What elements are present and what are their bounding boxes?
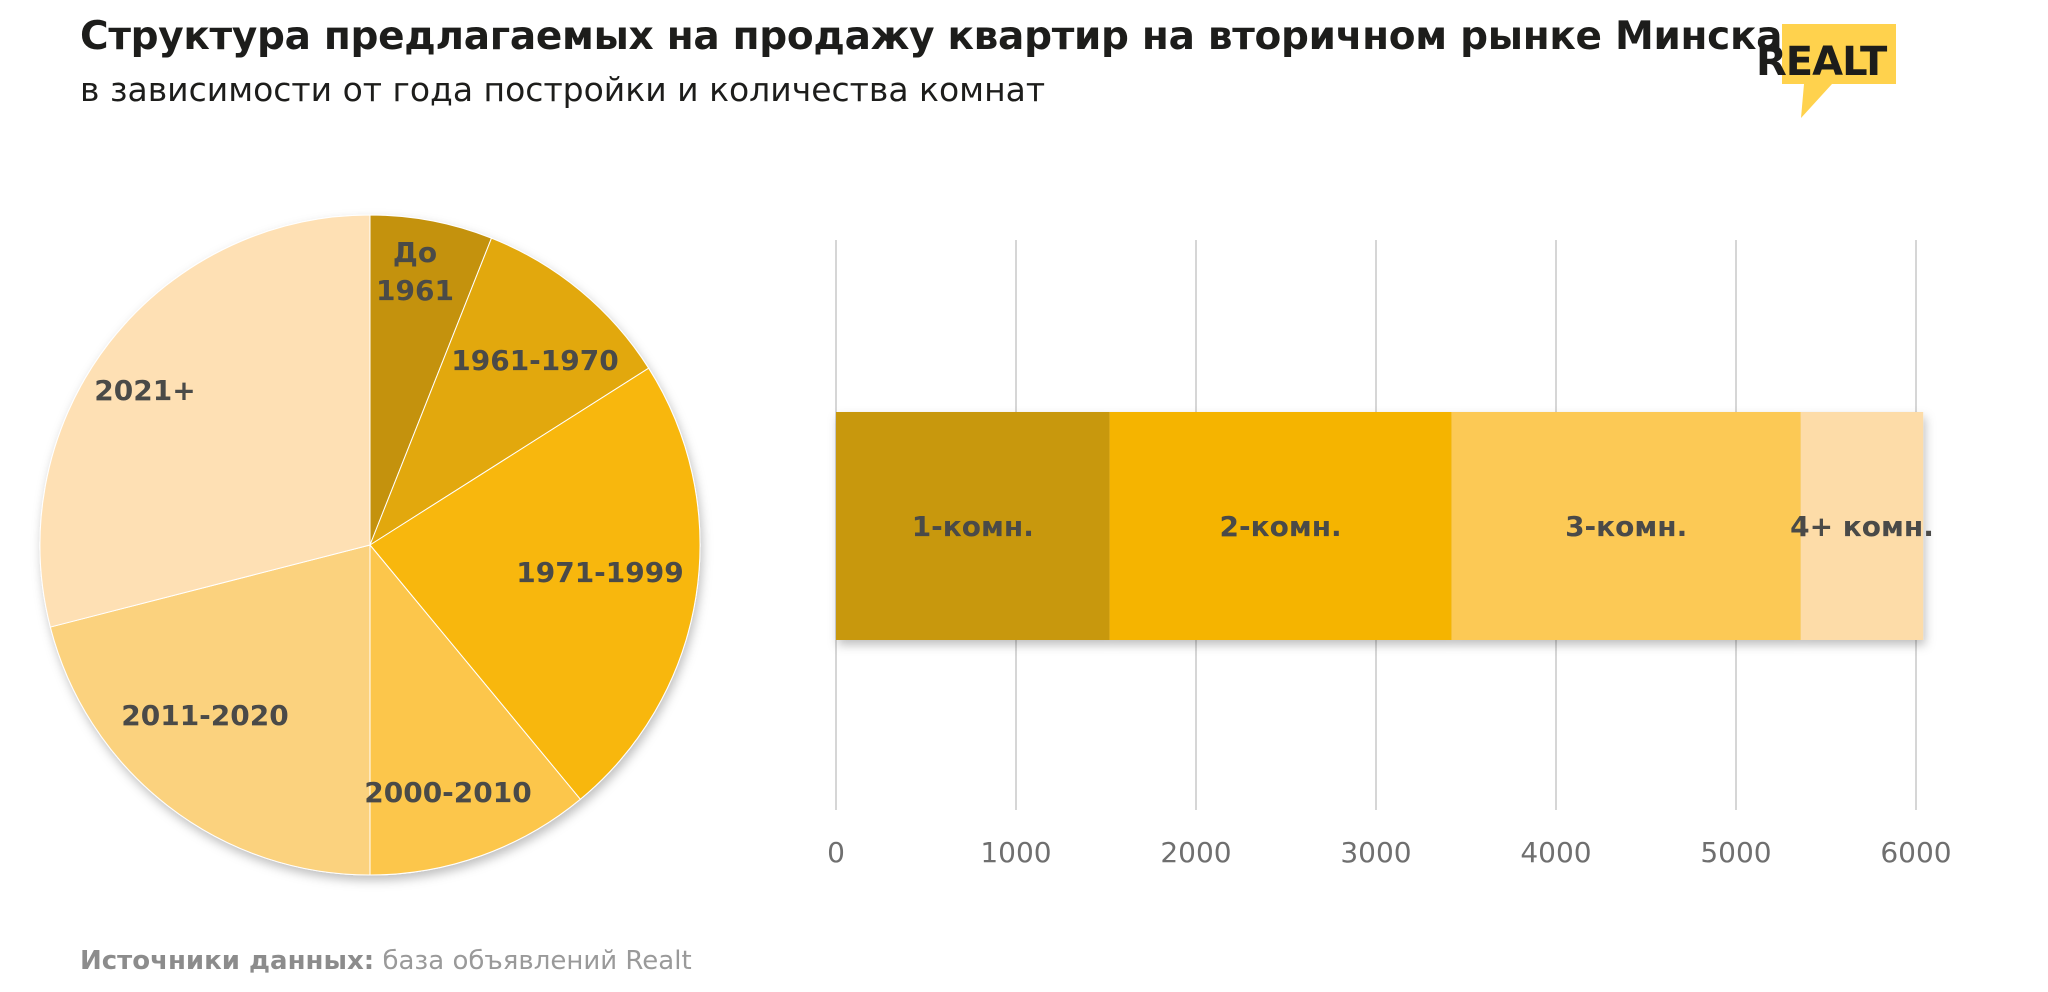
x-tick-label-6: 6000 (1880, 836, 1951, 869)
bar-segment-1 (1109, 412, 1452, 640)
bar-segment-2 (1451, 412, 1801, 640)
realt-logo: REALT (1756, 24, 1896, 118)
pie-chart (39, 214, 701, 876)
pie-slice-4 (49, 544, 371, 876)
pie-slice-3 (369, 543, 582, 876)
pie-slice-label-1: 1961-1970 (451, 344, 618, 377)
logo-badge (1782, 24, 1896, 118)
pie-slice-2 (369, 367, 701, 800)
pie-slice-label-3: 2000-2010 (364, 776, 531, 809)
pie-slice-5 (39, 214, 371, 628)
source-label: Источники данных: (80, 946, 375, 976)
x-tick-label-4: 4000 (1520, 836, 1591, 869)
chart-subtitle: в зависимости от года постройки и количе… (80, 70, 1046, 109)
chart-title: Структура предлагаемых на продажу кварти… (80, 14, 1783, 59)
bar-segment-label-3: 4+ комн. (1790, 510, 1934, 543)
bar-segment-label-0: 1-комн. (912, 510, 1034, 543)
bar-segment-label-2: 3-комн. (1565, 510, 1687, 543)
x-tick-label-1: 1000 (980, 836, 1051, 869)
pie-slice-0 (369, 214, 493, 546)
bar-segment-3 (1800, 412, 1924, 640)
x-tick-label-0: 0 (827, 836, 845, 869)
x-axis-ticks: 0 1000 2000 3000 4000 5000 6000 (827, 836, 1952, 869)
pie-slice-1 (368, 237, 650, 547)
x-tick-label-2: 2000 (1160, 836, 1231, 869)
x-tick-label-3: 3000 (1340, 836, 1411, 869)
bar-segment-label-1: 2-комн. (1219, 510, 1341, 543)
bar-labels: 1-комн. 2-комн. 3-комн. 4+ комн. (912, 510, 1934, 543)
pie-slice-label-4: 2011-2020 (121, 699, 288, 732)
pie-slice-label-5: 2021+ (94, 374, 195, 407)
bar-segment-0 (836, 412, 1110, 640)
source-note: Источники данных: база объявлений Realt (80, 946, 692, 976)
source-text: база объявлений Realt (374, 946, 692, 976)
x-tick-label-5: 5000 (1700, 836, 1771, 869)
logo-text: REALT (1756, 39, 1888, 85)
stacked-bar (836, 412, 1924, 640)
pie-slice-label-2: 1971-1999 (516, 556, 683, 589)
pie-slice-label-0: До 1961 (376, 236, 454, 307)
pie-labels: До 1961 1961-1970 1971-1999 2000-2010 2011-20… (94, 236, 683, 809)
